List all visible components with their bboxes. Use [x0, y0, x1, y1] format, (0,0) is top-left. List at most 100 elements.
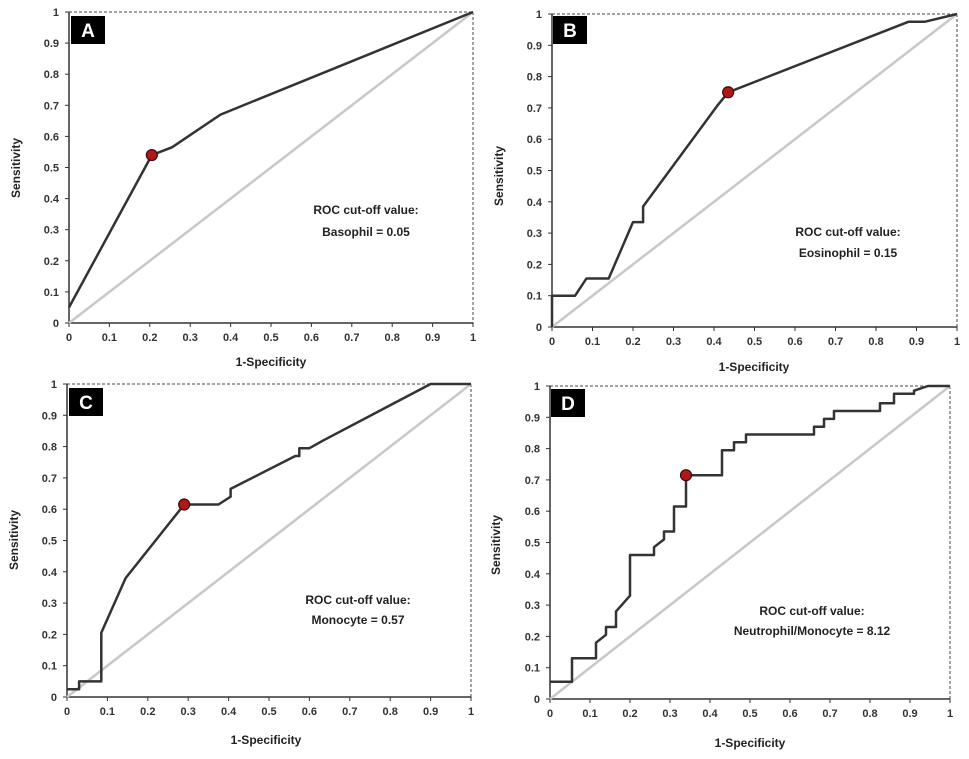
panel-label-d: D	[561, 394, 575, 415]
reference-line-b	[551, 13, 958, 328]
y-tick-label-b: 0.8	[527, 72, 542, 84]
roc-curve-d	[550, 384, 950, 684]
x-tick-label-a: 0.4	[223, 332, 239, 344]
roc-curve-b	[550, 12, 958, 327]
panel-label-c: C	[79, 393, 93, 414]
y-axis-label-b: Sensitivity	[492, 146, 506, 206]
y-tick-label-b: 0.2	[527, 259, 542, 271]
annotation-value-c: Monocyte = 0.57	[311, 613, 404, 627]
panel-label-box-c	[69, 388, 103, 416]
panel-c: 0 0.1 0.2 0.3 0.4 0.5 0.6 0.7 0.8 0.9 1 0 0.1 0.2 0.3 0…	[7, 379, 474, 747]
x-tick-label-d: 0.7	[822, 708, 837, 720]
x-tick-label-a: 0.6	[304, 332, 319, 344]
x-tick-label-b: 0.1	[585, 336, 600, 348]
x-tick-label-b: 0.7	[828, 336, 843, 348]
y-tick-label-d: 0.8	[525, 444, 540, 456]
x-tick-label-b: 0.8	[868, 336, 883, 348]
panel-a: 0 0.1 0.2 0.3 0.4 0.5 0.6 0.7 0.8 0.9 1 0 0.1 0.2 0.3 0…	[9, 7, 476, 369]
x-tick-label-a: 0.9	[425, 332, 440, 344]
y-tick-label-a: 0.7	[44, 100, 59, 112]
annotation-title-d: ROC cut-off value:	[759, 604, 864, 618]
x-tick-label-d: 0.8	[862, 708, 877, 720]
y-tick-label-a: 0.5	[44, 163, 59, 175]
y-tick-label-c: 0.3	[42, 598, 57, 610]
y-tick-label-a: 0.3	[44, 225, 59, 237]
x-tick-label-a: 0.8	[385, 332, 400, 344]
annotation-value-b: Eosinophil = 0.15	[799, 246, 898, 260]
y-tick-label-d: 0.2	[525, 631, 540, 643]
x-tick-label-c: 0.2	[140, 706, 155, 718]
x-tick-label-a: 0.3	[183, 332, 198, 344]
y-axis-label-a: Sensitivity	[9, 138, 23, 198]
panel-b: 0 0.1 0.2 0.3 0.4 0.5 0.6 0.7 0.8 0.9 1 0 0.1 0.2 0.3 0…	[492, 9, 960, 374]
y-tick-label-c: 0.4	[42, 567, 58, 579]
reference-line-c	[66, 383, 472, 698]
y-tick-label-d: 0.3	[525, 600, 540, 612]
y-tick-label-a: 0.6	[44, 131, 59, 143]
y-tick-label-d: 0.1	[525, 663, 540, 675]
x-tick-label-c: 1	[468, 706, 474, 718]
y-tick-label-d: 0.7	[525, 475, 540, 487]
x-axis-label-c: 1-Specificity	[231, 733, 302, 747]
y-tick-label-c: 0.9	[42, 410, 57, 422]
y-tick-label-b: 0	[536, 322, 542, 334]
annotation-title-a: ROC cut-off value:	[313, 203, 418, 217]
x-tick-label-d: 0.9	[902, 708, 917, 720]
x-tick-label-b: 0.5	[747, 336, 762, 348]
y-tick-label-b: 0.9	[527, 40, 542, 52]
y-tick-label-d: 0.4	[525, 569, 541, 581]
y-tick-label-a: 1	[53, 7, 59, 19]
x-tick-label-b: 0.6	[787, 336, 802, 348]
panel-label-a: A	[81, 21, 95, 42]
x-tick-label-c: 0.3	[181, 706, 196, 718]
y-tick-label-b: 0.1	[527, 291, 542, 303]
y-tick-label-d: 0.5	[525, 538, 540, 550]
x-tick-label-a: 0	[66, 332, 72, 344]
y-tick-label-b: 0.3	[527, 228, 542, 240]
y-tick-label-a: 0	[53, 318, 59, 330]
annotation-title-b: ROC cut-off value:	[795, 225, 900, 239]
y-tick-label-b: 0.6	[527, 134, 542, 146]
x-tick-label-d: 0.3	[662, 708, 677, 720]
y-tick-label-b: 1	[536, 9, 542, 21]
x-tick-label-c: 0	[64, 706, 70, 718]
y-tick-label-c: 0.8	[42, 442, 57, 454]
y-tick-label-a: 0.2	[44, 256, 59, 268]
x-axis-label-a: 1-Specificity	[236, 355, 307, 369]
x-tick-label-a: 0.1	[102, 332, 117, 344]
y-tick-label-a: 0.4	[44, 194, 60, 206]
y-axis-label-d: Sensitivity	[489, 515, 503, 575]
x-tick-label-b: 1	[954, 336, 960, 348]
y-tick-label-c: 1	[51, 379, 57, 391]
y-tick-label-d: 1	[534, 381, 540, 393]
y-tick-label-d: 0.6	[525, 506, 540, 518]
panel-d: 0 0.1 0.2 0.3 0.4 0.5 0.6 0.7 0.8 0.9 1 0 0.1 0.2 0.3 0…	[489, 381, 953, 750]
annotation-value-d: Neutrophil/Monocyte = 8.12	[734, 624, 891, 638]
y-tick-label-d: 0.9	[525, 412, 540, 424]
roc-curve-a	[67, 10, 474, 308]
x-tick-label-d: 0.4	[702, 708, 718, 720]
x-axis-label-b: 1-Specificity	[719, 360, 790, 374]
y-tick-label-b: 0.4	[527, 197, 543, 209]
x-tick-label-c: 0.8	[383, 706, 398, 718]
panel-label-b: B	[563, 21, 577, 42]
x-tick-label-b: 0.9	[909, 336, 924, 348]
x-tick-label-b: 0.3	[666, 336, 681, 348]
x-tick-label-d: 0.2	[622, 708, 637, 720]
x-tick-label-b: 0.4	[706, 336, 722, 348]
x-tick-label-c: 0.9	[423, 706, 438, 718]
x-tick-label-a: 1	[470, 332, 476, 344]
panel-label-box-a	[71, 16, 105, 44]
y-tick-label-a: 0.9	[44, 38, 59, 50]
x-tick-label-c: 0.6	[302, 706, 317, 718]
x-tick-label-d: 0	[547, 708, 553, 720]
y-tick-label-c: 0.5	[42, 536, 57, 548]
y-tick-label-c: 0.7	[42, 473, 57, 485]
panel-label-box-b	[553, 16, 587, 44]
x-tick-label-c: 0.1	[100, 706, 115, 718]
reference-line-d	[549, 385, 951, 700]
x-tick-label-c: 0.7	[342, 706, 357, 718]
x-axis-label-d: 1-Specificity	[715, 736, 786, 750]
roc-curve-c	[67, 382, 471, 691]
